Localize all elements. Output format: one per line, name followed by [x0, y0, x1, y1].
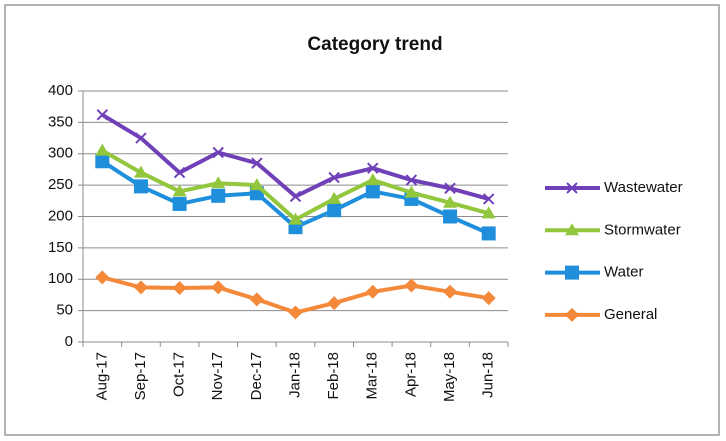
marker [95, 154, 110, 169]
x-tick-label: Jun-18 [480, 352, 497, 398]
legend-label: Wastewater [604, 179, 683, 196]
x-tick-label: Sep-17 [132, 352, 149, 400]
marker [481, 291, 496, 306]
legend-marker [565, 307, 579, 322]
legend-label: General [604, 306, 657, 323]
marker [443, 195, 458, 208]
x-tick-label: Jan-18 [286, 352, 303, 398]
y-tick-label: 50 [56, 302, 73, 319]
marker [173, 166, 186, 179]
marker [365, 173, 380, 186]
marker [328, 171, 340, 184]
marker [212, 146, 224, 159]
marker [444, 182, 456, 194]
y-tick-label: 350 [48, 113, 73, 130]
marker [211, 280, 226, 295]
marker [365, 184, 380, 199]
marker [327, 203, 342, 218]
marker [405, 174, 418, 186]
x-tick-label: Apr-18 [402, 352, 419, 397]
marker [327, 191, 342, 204]
x-tick-label: May-18 [441, 352, 458, 402]
marker [404, 278, 419, 293]
x-tick-label: Aug-17 [93, 352, 110, 400]
legend-marker [566, 182, 578, 194]
marker [288, 305, 303, 320]
legend-marker [565, 223, 579, 236]
marker [482, 193, 495, 205]
marker [211, 176, 226, 189]
marker [95, 143, 110, 156]
y-tick-label: 100 [48, 270, 73, 287]
x-tick-label: Oct-17 [171, 352, 188, 397]
marker [327, 296, 342, 311]
legend-label: Stormwater [604, 221, 681, 238]
x-tick-label: Dec-17 [248, 352, 265, 400]
marker [249, 292, 264, 307]
chart-title: Category trend [307, 34, 442, 55]
y-tick-label: 400 [48, 82, 73, 99]
y-tick-label: 150 [48, 239, 73, 256]
x-tick-label: Nov-17 [209, 352, 226, 400]
y-tick-label: 300 [48, 145, 73, 162]
x-tick-label: Mar-18 [364, 352, 381, 400]
marker [133, 179, 148, 194]
marker [211, 188, 226, 203]
marker [481, 226, 496, 241]
marker [172, 196, 187, 211]
legend-label: Water [604, 264, 643, 281]
marker [443, 284, 458, 299]
legend-marker [565, 265, 579, 280]
y-tick-label: 0 [65, 333, 73, 350]
marker [172, 281, 187, 296]
marker [288, 212, 303, 225]
marker [133, 165, 148, 178]
marker [443, 209, 458, 224]
x-tick-label: Feb-18 [325, 352, 342, 400]
marker [289, 190, 302, 203]
marker [172, 184, 187, 197]
marker [365, 284, 380, 299]
chart-border [4, 4, 720, 436]
marker [481, 206, 496, 219]
marker [95, 270, 110, 285]
y-tick-label: 250 [48, 176, 73, 193]
marker [404, 185, 419, 198]
marker [135, 132, 147, 144]
marker [96, 109, 109, 121]
marker [249, 178, 264, 191]
marker [133, 280, 148, 295]
marker [367, 162, 379, 174]
y-tick-label: 200 [48, 207, 73, 224]
marker [251, 157, 263, 169]
